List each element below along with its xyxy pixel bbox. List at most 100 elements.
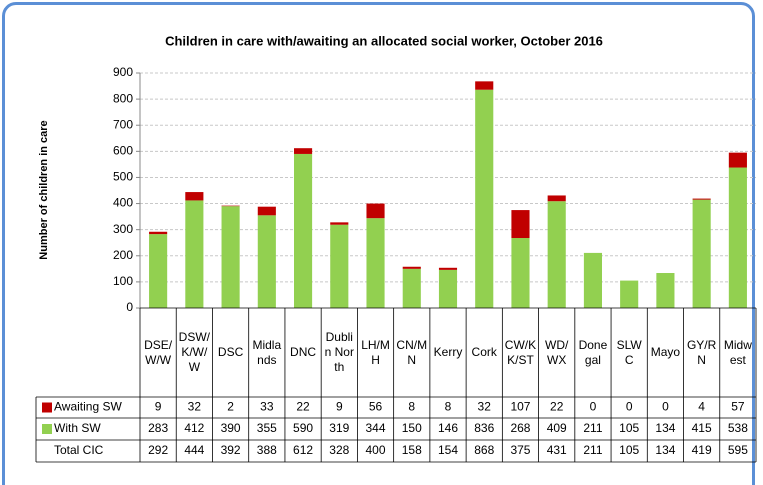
category-label: Mayo [650, 345, 681, 359]
bar-segment [294, 153, 313, 308]
bar-segment [475, 89, 494, 308]
category-label: CW/KK/ST [504, 337, 537, 367]
table-value: 4 [698, 400, 705, 414]
bar-segment [366, 203, 385, 219]
bar-segment [149, 234, 168, 308]
y-tick-label: 700 [113, 117, 133, 131]
bar-segment [728, 167, 747, 308]
table-value: 146 [438, 421, 458, 435]
bar-segment [294, 148, 313, 154]
table-value: 409 [547, 421, 567, 435]
table-value: 538 [728, 421, 748, 435]
table-value: 9 [336, 400, 343, 414]
table-value: 8 [445, 400, 452, 414]
category-label: GY/RN [686, 337, 717, 367]
table-value: 590 [293, 421, 313, 435]
category-label: CN/MN [396, 337, 428, 367]
y-tick-label: 500 [113, 170, 133, 184]
category-label: LH/MH [361, 337, 390, 367]
y-axis-label: Number of children in care [38, 120, 50, 259]
category-label: DSW/K/W/W [178, 330, 211, 374]
bar-segment [438, 267, 458, 270]
table-value: 283 [148, 421, 168, 435]
table-value: 355 [257, 421, 277, 435]
table-value: 154 [438, 443, 458, 457]
table-value: 32 [478, 400, 492, 414]
bar-segment [511, 210, 530, 239]
legend-swatch [42, 402, 52, 413]
table-value: 9 [155, 400, 162, 414]
table-value: 415 [692, 421, 712, 435]
table-value: 268 [510, 421, 530, 435]
table-value: 595 [728, 443, 748, 457]
table-value: 32 [188, 400, 202, 414]
legend-swatch [42, 424, 52, 434]
table-value: 134 [655, 421, 675, 435]
bar-segment [511, 238, 530, 308]
table-value: 419 [692, 443, 712, 457]
bar-segment [728, 152, 747, 168]
bar-segment [221, 206, 240, 308]
category-label: DSC [217, 345, 244, 359]
table-value: 22 [296, 400, 310, 414]
legend-label: Awaiting SW [54, 400, 122, 414]
table-value: 107 [510, 400, 530, 414]
category-label: Midwest [723, 337, 752, 367]
bar-segment [620, 280, 639, 308]
table-value: 211 [583, 443, 602, 457]
category-label: Kerry [433, 345, 463, 359]
table-value: 158 [402, 443, 422, 457]
y-tick-label: 200 [113, 248, 133, 262]
table-value: 375 [510, 443, 530, 457]
bar-segment [438, 269, 458, 308]
table-value: 105 [619, 421, 639, 435]
bar-segment [257, 215, 276, 308]
totals-label: Total CIC [54, 443, 104, 457]
y-tick-label: 0 [126, 300, 133, 314]
category-label: Donegal [578, 337, 608, 367]
table-value: 400 [366, 443, 386, 457]
bar-segment [692, 199, 711, 308]
category-label: DSE/W/W [144, 337, 173, 367]
bar-segment [330, 224, 349, 308]
bar-segment [656, 273, 675, 308]
bar-segment [402, 268, 421, 308]
y-tick-label: 400 [113, 196, 133, 210]
legend-label: With SW [54, 421, 101, 435]
table-value: 836 [474, 421, 494, 435]
bar-segment [149, 231, 168, 235]
table-value: 0 [662, 400, 669, 414]
table-value: 292 [148, 443, 168, 457]
table-value: 431 [547, 443, 567, 457]
category-label: Dublin North [324, 330, 354, 374]
table-value: 57 [731, 400, 745, 414]
category-label: WD/WX [545, 337, 569, 367]
table-value: 612 [293, 443, 313, 457]
bar-segment [547, 201, 566, 308]
y-tick-label: 300 [113, 222, 133, 236]
y-tick-label: 600 [113, 144, 133, 158]
table-value: 22 [550, 400, 564, 414]
table-value: 0 [590, 400, 597, 414]
bar-segment [330, 222, 349, 225]
bar-segment [185, 192, 204, 201]
y-tick-label: 900 [113, 65, 133, 79]
bar-segment [257, 206, 276, 216]
bar-segment [366, 218, 385, 308]
table-value: 388 [257, 443, 277, 457]
bar-segment [185, 200, 204, 308]
table-value: 105 [619, 443, 639, 457]
table-value: 390 [221, 421, 241, 435]
table-value: 868 [474, 443, 494, 457]
table-value: 392 [221, 443, 241, 457]
category-label: Midlands [252, 337, 282, 367]
bar-segment [221, 205, 240, 207]
table-value: 319 [329, 421, 349, 435]
table-value: 328 [329, 443, 349, 457]
y-tick-label: 800 [113, 91, 133, 105]
bar-segment [475, 81, 494, 90]
table-value: 150 [402, 421, 422, 435]
